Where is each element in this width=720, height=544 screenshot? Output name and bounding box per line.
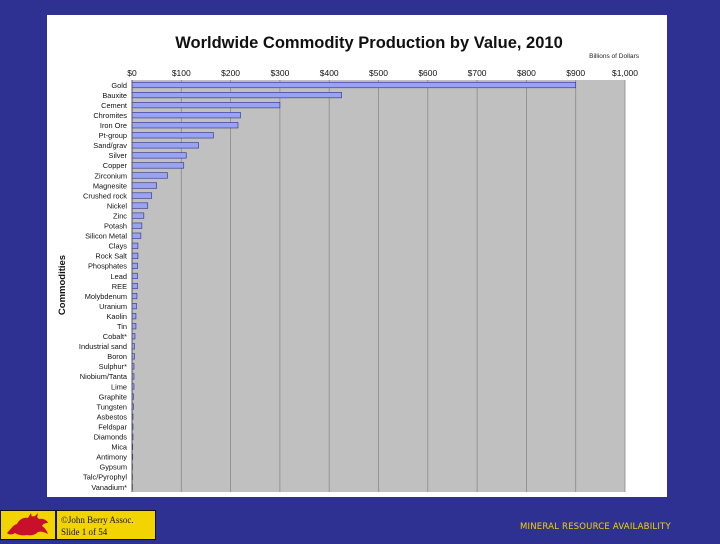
x-tick-label: $600 [418, 68, 437, 78]
bar [132, 283, 137, 289]
category-label: Phosphates [88, 262, 127, 271]
category-label: Tungsten [96, 402, 127, 411]
category-label: Bauxite [102, 91, 127, 100]
bar [132, 323, 136, 329]
category-label: Tin [117, 322, 127, 331]
bar [132, 173, 167, 179]
bar [132, 313, 136, 319]
category-label: Silicon Metal [85, 232, 127, 241]
category-label: Cobalt* [103, 332, 127, 341]
x-tick-label: $700 [468, 68, 487, 78]
x-tick-label: $400 [320, 68, 339, 78]
category-label: Cement [101, 101, 127, 110]
x-tick-label: $800 [517, 68, 536, 78]
category-label: Uranium [99, 302, 127, 311]
bar [132, 243, 138, 249]
category-label: Iron Ore [100, 121, 127, 130]
category-label: Boron [107, 352, 127, 361]
dragon-logo [0, 510, 56, 540]
bar [132, 213, 144, 219]
copyright-box: ©John Berry Assoc. Slide 1 of 54 [56, 510, 156, 540]
bar [132, 253, 138, 259]
bar [132, 82, 576, 88]
bar [132, 273, 137, 279]
category-label: Sand/grav [93, 141, 127, 150]
category-label: Pt-group [99, 131, 127, 140]
category-label: Graphite [99, 392, 127, 401]
category-label: Talc/Pyrophyl [83, 473, 127, 482]
bar [132, 223, 142, 229]
x-tick-label: $500 [369, 68, 388, 78]
category-label: Antimony [96, 453, 127, 462]
bar [132, 143, 199, 149]
category-label: Silver [109, 151, 128, 160]
chart-title: Worldwide Commodity Production by Value,… [175, 34, 563, 52]
category-label: Lead [111, 272, 127, 281]
x-tick-label: $900 [566, 68, 585, 78]
x-tick-label: $1,000 [612, 68, 638, 78]
footer-title: MINERAL RESOURCE AVAILABILITY [520, 522, 710, 532]
slide-number: Slide 1 of 54 [61, 526, 155, 538]
category-label: Diamonds [94, 433, 128, 442]
category-label: Zinc [113, 211, 127, 220]
bar [132, 263, 137, 269]
category-label: Rock Salt [95, 252, 127, 261]
category-label: Kaolin [106, 312, 127, 321]
category-label: Chromites [93, 111, 127, 120]
bar [132, 133, 213, 139]
category-label: Industrial sand [79, 342, 127, 351]
bar [132, 122, 238, 128]
x-tick-label: $0 [127, 68, 137, 78]
category-label: Molybdenum [85, 292, 127, 301]
bar [132, 163, 184, 169]
y-axis-label: Commodities [57, 255, 68, 315]
category-label: Clays [109, 242, 128, 251]
copyright-text: ©John Berry Assoc. [61, 514, 155, 526]
category-label: Zirconium [95, 171, 127, 180]
bar [132, 92, 342, 98]
category-label: Vanadium* [91, 483, 127, 492]
category-label: REE [112, 282, 127, 291]
bar-chart: Worldwide Commodity Production by Value,… [47, 15, 667, 497]
bar [132, 183, 157, 189]
bar [132, 233, 141, 239]
bar [132, 203, 148, 209]
bar [132, 303, 136, 309]
bar [132, 293, 137, 299]
category-label: Gypsum [99, 463, 127, 472]
category-label: Gold [111, 81, 127, 90]
category-label: Mica [111, 443, 127, 452]
category-label: Crushed rock [83, 191, 127, 200]
category-label: Sulphur* [99, 362, 127, 371]
category-label: Potash [104, 222, 127, 231]
category-label: Magnesite [93, 181, 127, 190]
category-label: Asbestos [97, 412, 128, 421]
bar [132, 112, 240, 118]
dragon-icon [1, 511, 55, 539]
units-label: Billions of Dollars [589, 53, 640, 60]
x-tick-label: $300 [270, 68, 289, 78]
x-tick-label: $200 [221, 68, 240, 78]
category-label: Copper [103, 161, 128, 170]
bar [132, 102, 280, 108]
x-tick-label: $100 [172, 68, 191, 78]
category-label: Nickel [107, 201, 127, 210]
category-label: Lime [111, 382, 127, 391]
category-label: Feldspar [98, 422, 127, 431]
bar [132, 193, 152, 199]
plot-group: $0 $100 $200 $300 $400 $500 $600 $700 $800 $900 $1… [79, 68, 638, 492]
bar [132, 153, 186, 159]
chart-panel: Worldwide Commodity Production by Value,… [47, 15, 667, 497]
category-label: Niobium/Tanta [80, 372, 128, 381]
